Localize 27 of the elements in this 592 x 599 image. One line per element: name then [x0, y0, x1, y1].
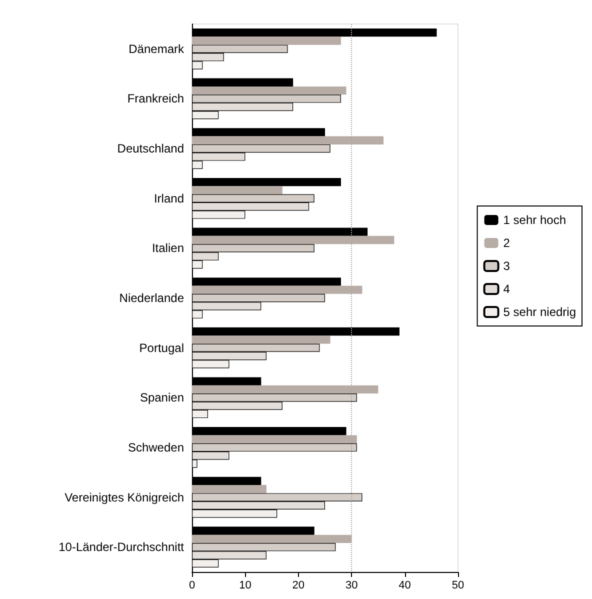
- y-tick-label: Deutschland: [117, 142, 184, 156]
- x-tick-label: 30: [345, 580, 358, 592]
- y-tick-label: Dänemark: [128, 42, 185, 56]
- legend-label: 3: [503, 259, 510, 273]
- y-tick-label: Schweden: [128, 440, 184, 454]
- y-tick-label: Portugal: [139, 340, 184, 355]
- x-tick-label: 50: [452, 580, 464, 592]
- bar: [192, 36, 341, 45]
- bar: [192, 186, 282, 194]
- y-tick-label: Niederlande: [119, 291, 184, 305]
- y-tick-label: 10-Länder-Durchschnitt: [58, 540, 185, 554]
- y-tick-label: Italien: [152, 241, 184, 256]
- x-tick-label: 20: [292, 580, 305, 592]
- y-tick-label: Spanien: [140, 390, 184, 405]
- y-tick-label: Frankreich: [127, 92, 184, 106]
- legend-label: 2: [503, 236, 510, 250]
- legend-label: 4: [503, 282, 510, 296]
- y-tick-label: Irland: [154, 191, 184, 206]
- x-tick-label: 40: [398, 580, 411, 592]
- bar: [192, 86, 346, 95]
- x-tick-label: 10: [239, 580, 252, 592]
- bar: [192, 336, 330, 344]
- legend-label: 1 sehr hoch: [503, 213, 566, 227]
- legend-label: 5 sehr niedrig: [503, 305, 576, 319]
- x-tick-label: 0: [188, 580, 196, 592]
- y-tick-label: Vereinigtes Königreich: [64, 490, 184, 504]
- bar: [192, 485, 266, 494]
